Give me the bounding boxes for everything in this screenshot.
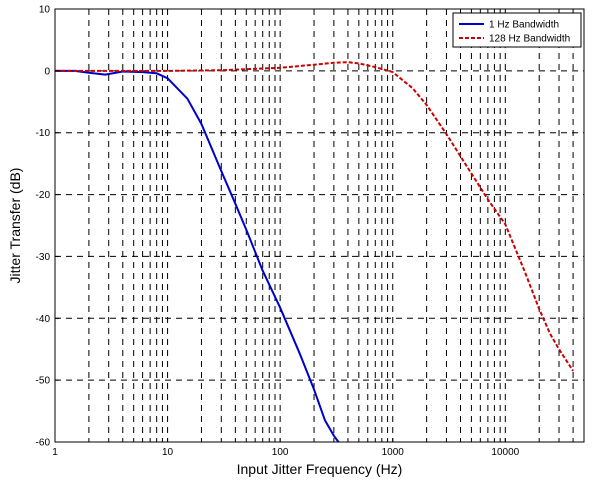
legend: 1 Hz Bandwidth 128 Hz Bandwidth: [452, 12, 582, 48]
y-tick-label: 0: [44, 66, 50, 77]
plot-frame: [54, 8, 585, 443]
legend-box: [452, 12, 582, 48]
x-tick-label: 100: [272, 447, 289, 458]
y-tick-label: -20: [36, 190, 51, 201]
series-line-0: [55, 69, 340, 443]
y-tick-label: 10: [39, 5, 51, 16]
y-tick-label: -40: [36, 314, 51, 325]
series-group: [55, 61, 574, 443]
grid: [55, 9, 584, 442]
legend-label-1hz: 1 Hz Bandwidth: [489, 20, 559, 31]
x-tick-label: 10000: [491, 447, 519, 458]
x-tick-label: 10: [162, 447, 174, 458]
x-tick-label: 1000: [382, 447, 405, 458]
x-axis-title: Input Jitter Frequency (Hz): [237, 461, 403, 477]
series-line-1: [55, 61, 574, 372]
legend-label-128hz: 128 Hz Bandwidth: [489, 34, 570, 45]
y-axis-title: Jitter Transfer (dB): [7, 168, 23, 284]
y-tick-label: -10: [36, 128, 51, 139]
y-tick-label: -60: [36, 438, 51, 449]
y-tick-label: -30: [36, 252, 51, 263]
x-tick-label: 1: [52, 447, 58, 458]
y-tick-label: -50: [36, 376, 51, 387]
